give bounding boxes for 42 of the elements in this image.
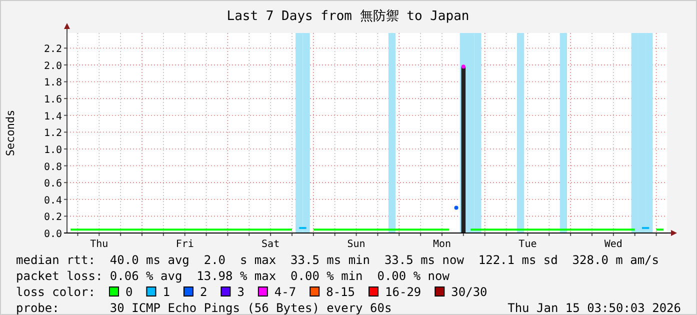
legend-label: 1 <box>162 285 170 299</box>
legend-item: 3 <box>220 285 244 299</box>
legend-label: 16-29 <box>385 285 422 299</box>
y-tick-label: 0.0 <box>44 229 62 240</box>
y-tick-label: 2.0 <box>44 60 62 72</box>
y-tick-label: 1.8 <box>44 78 62 89</box>
text: probe: 30 ICMP Echo Pings (56 Bytes) every 60s <box>16 301 392 315</box>
legend-item: 0 <box>108 285 133 299</box>
legend-label: 8-15 <box>326 285 356 299</box>
legend-title: loss color: <box>16 285 96 299</box>
y-axis-title: Seconds <box>4 110 17 156</box>
legend-item: 16-29 <box>368 285 422 299</box>
legend-item: 4-7 <box>258 285 296 299</box>
text: Thu Jan 15 03:50:03 2026 <box>508 301 681 315</box>
y-tick-label: 0.2 <box>44 212 62 224</box>
text: median rtt: 40.0 ms avg 2.0 s max 33.5 ms min 33.5 ms now 122.1 ms sd 328.0 m am/s <box>16 253 659 267</box>
x-tick-label: Fri <box>176 239 194 250</box>
legend-item: 8-15 <box>310 285 356 299</box>
y-tick-label: 0.6 <box>44 178 62 190</box>
text: packet loss: 0.06 % avg 13.98 % max 0.00 % min 0.00 % now <box>16 269 450 283</box>
x-tick-label: Sat <box>262 239 280 250</box>
x-tick-label: Mon <box>432 239 452 250</box>
legend-item: 2 <box>183 285 208 299</box>
legend-item: 30/30 <box>434 285 488 299</box>
x-tick-label: Sun <box>347 239 366 250</box>
y-tick-label: 1.4 <box>44 111 62 122</box>
legend-label: 4-7 <box>274 285 296 299</box>
legend-label: 3 <box>237 285 244 299</box>
legend-label: 2 <box>200 285 208 299</box>
legend-label: 0 <box>125 285 133 299</box>
y-tick-label: 1.2 <box>44 128 62 140</box>
x-tick-label: Thu <box>90 239 108 250</box>
legend-item: 1 <box>146 285 170 299</box>
y-tick-label: 1.6 <box>44 94 62 106</box>
y-tick-label: 0.4 <box>44 195 62 206</box>
chart-title: Last 7 Days from 無防禦 to Japan <box>226 9 470 24</box>
x-tick-label: Tue <box>518 239 537 250</box>
legend-label: 30/30 <box>451 285 488 299</box>
y-tick-label: 2.2 <box>44 44 62 56</box>
y-tick-label: 0.8 <box>44 162 62 173</box>
y-tick-label: 1.0 <box>44 144 62 156</box>
x-tick-label: Wed <box>604 239 622 250</box>
